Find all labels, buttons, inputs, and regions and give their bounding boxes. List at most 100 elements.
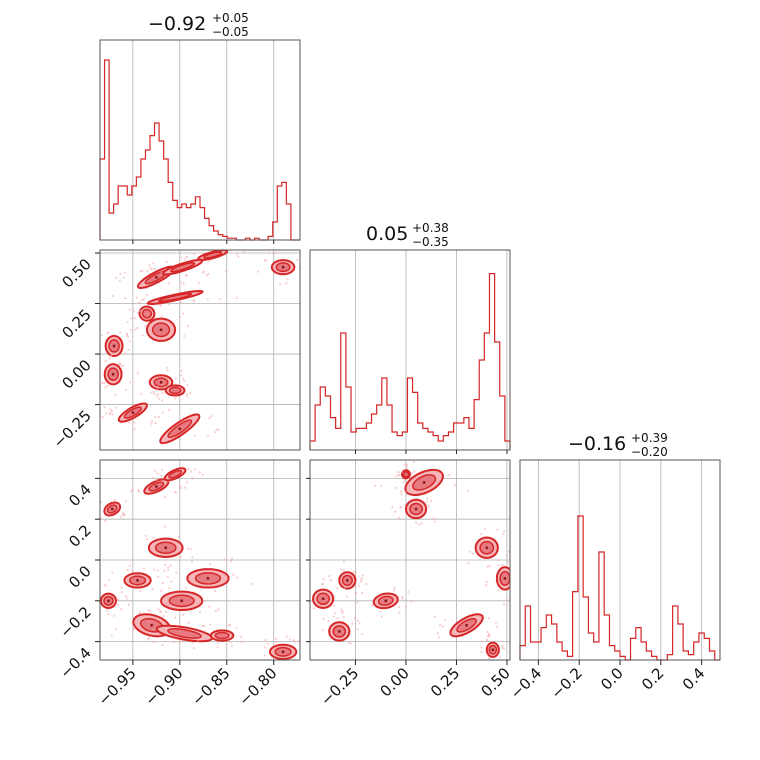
scatter-point xyxy=(144,324,147,327)
density-peak-point xyxy=(321,597,325,601)
scatter-point xyxy=(156,387,159,390)
scatter-point xyxy=(394,486,397,490)
scatter-point xyxy=(498,656,501,659)
scatter-point xyxy=(405,490,408,493)
scatter-point xyxy=(93,610,95,612)
scatter-point xyxy=(343,586,346,590)
scatter-point xyxy=(391,506,394,509)
scatter-point xyxy=(328,575,331,578)
scatter-point xyxy=(126,332,129,335)
scatter-point xyxy=(131,570,134,573)
scatter-point xyxy=(200,633,204,637)
density-contour-inner xyxy=(170,262,196,273)
scatter-point xyxy=(97,589,99,591)
scatter-point xyxy=(207,581,210,584)
scatter-point xyxy=(503,530,506,533)
scatter-point xyxy=(240,640,243,643)
density-peak-point xyxy=(485,546,489,550)
scatter-point xyxy=(127,603,130,606)
scatter-point xyxy=(132,310,135,313)
scatter-point xyxy=(494,622,497,625)
scatter-point xyxy=(146,269,149,272)
density-peak-point xyxy=(110,507,114,511)
scatter-point xyxy=(488,657,491,660)
scatter-point xyxy=(179,485,182,488)
scatter-point xyxy=(183,379,186,382)
scatter-point xyxy=(486,565,489,568)
scatter-point xyxy=(150,391,153,394)
xtick-label-1-0: −0.25 xyxy=(317,664,362,709)
scatter-point xyxy=(184,486,187,489)
density-contour-inner xyxy=(214,631,230,640)
scatter-point xyxy=(92,511,94,513)
scatter-point xyxy=(297,640,300,643)
data-layer xyxy=(92,59,720,661)
scatter-point xyxy=(192,252,195,255)
scatter-point xyxy=(132,628,136,631)
scatter-point xyxy=(139,589,142,593)
scatter-point xyxy=(236,576,239,579)
scatter-point xyxy=(157,397,161,400)
scatter-point xyxy=(184,274,188,277)
scatter-point xyxy=(393,586,396,589)
scatter-point xyxy=(100,334,104,337)
density-contour-inner xyxy=(168,386,182,395)
scatter-point xyxy=(115,406,118,409)
scatter-point xyxy=(405,465,408,468)
scatter-point xyxy=(124,500,127,503)
scatter-point xyxy=(121,364,124,367)
scatter-point xyxy=(182,613,185,616)
scatter-point xyxy=(351,622,354,625)
ytick-label-2-1: −0.2 xyxy=(56,603,94,641)
scatter-point xyxy=(403,463,407,466)
scatter-point xyxy=(174,377,177,380)
scatter-point xyxy=(202,270,205,273)
scatter-point xyxy=(133,427,136,431)
scatter-point xyxy=(138,490,141,493)
scatter-point xyxy=(399,506,402,509)
ytick-label-2-2: 0.0 xyxy=(65,562,95,592)
scatter-point xyxy=(487,633,490,636)
scatter-point xyxy=(201,473,204,476)
scatter-point xyxy=(213,431,217,434)
scatter-point xyxy=(235,296,238,299)
scatter-point xyxy=(145,293,149,296)
scatter-point xyxy=(124,595,127,598)
scatter-point xyxy=(153,267,157,270)
scatter-point xyxy=(135,296,138,299)
scatter-point xyxy=(113,614,116,617)
scatter-point xyxy=(448,473,451,477)
scatter-point xyxy=(425,501,428,504)
scatter-point xyxy=(480,640,483,643)
scatter-point xyxy=(120,363,123,367)
scatter-point xyxy=(242,250,245,254)
scatter-point xyxy=(370,604,373,607)
scatter-point xyxy=(157,575,160,578)
scatter-point xyxy=(216,641,219,644)
scatter-point xyxy=(214,609,217,613)
density-peak-point xyxy=(131,411,135,415)
scatter-point xyxy=(397,605,400,608)
scatter-point xyxy=(142,567,146,570)
scatter-point xyxy=(152,640,155,644)
title-param-1-sub: −0.35 xyxy=(412,235,449,249)
scatter-point xyxy=(198,610,202,613)
scatter-point xyxy=(114,276,118,279)
scatter-point xyxy=(105,412,108,415)
scatter-point xyxy=(305,275,307,277)
scatter-point xyxy=(126,568,129,572)
scatter-point xyxy=(161,644,164,647)
xtick-label-2-4: 0.4 xyxy=(679,664,709,694)
scatter-point xyxy=(426,497,429,500)
scatter-point xyxy=(174,397,177,400)
scatter-point xyxy=(130,490,133,493)
scatter-point xyxy=(392,589,396,592)
scatter-point xyxy=(505,603,508,606)
scatter-point xyxy=(134,328,137,331)
density-peak-point xyxy=(491,648,495,652)
scatter-point xyxy=(322,617,325,620)
density-peak-point xyxy=(180,599,184,603)
scatter-point xyxy=(336,617,339,620)
scatter-point xyxy=(214,590,217,593)
